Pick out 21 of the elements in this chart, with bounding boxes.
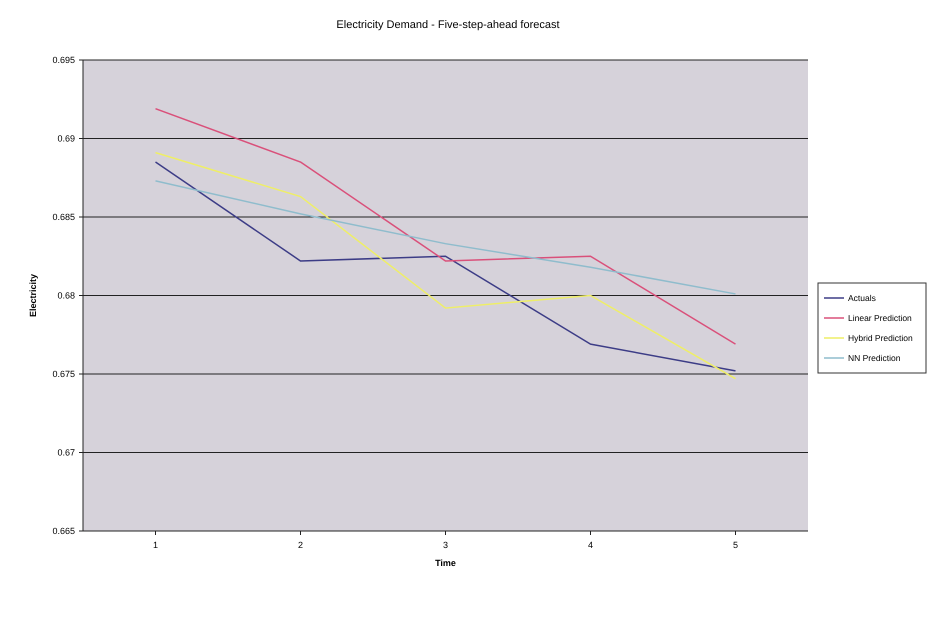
legend-label: Actuals — [848, 292, 876, 303]
legend-label: Linear Prediction — [848, 312, 912, 323]
y-tick-label: 0.69 — [57, 134, 75, 144]
y-tick-label: 0.67 — [57, 448, 75, 458]
y-tick-label: 0.68 — [57, 290, 75, 301]
x-tick-label: 3 — [442, 540, 448, 550]
y-tick-label: 0.675 — [52, 369, 75, 380]
x-tick-label: 2 — [298, 540, 304, 550]
chart-title: Electricity Demand - Five-step-ahead forecast — [336, 19, 560, 31]
legend-label: Hybrid Prediction — [848, 332, 913, 343]
x-tick-label: 4 — [588, 540, 594, 550]
x-tick-label: 5 — [732, 540, 738, 550]
x-tick-label: 1 — [152, 540, 158, 550]
y-axis-title: Electricity — [28, 274, 38, 318]
line-series — [154, 108, 736, 345]
y-tick-label: 0.685 — [52, 212, 75, 222]
x-axis-title: Time — [435, 558, 456, 568]
y-tick-label: 0.695 — [52, 55, 75, 66]
line-series — [154, 180, 736, 295]
legend-label: NN Prediction — [848, 352, 901, 363]
y-tick-label: 0.665 — [52, 526, 75, 536]
